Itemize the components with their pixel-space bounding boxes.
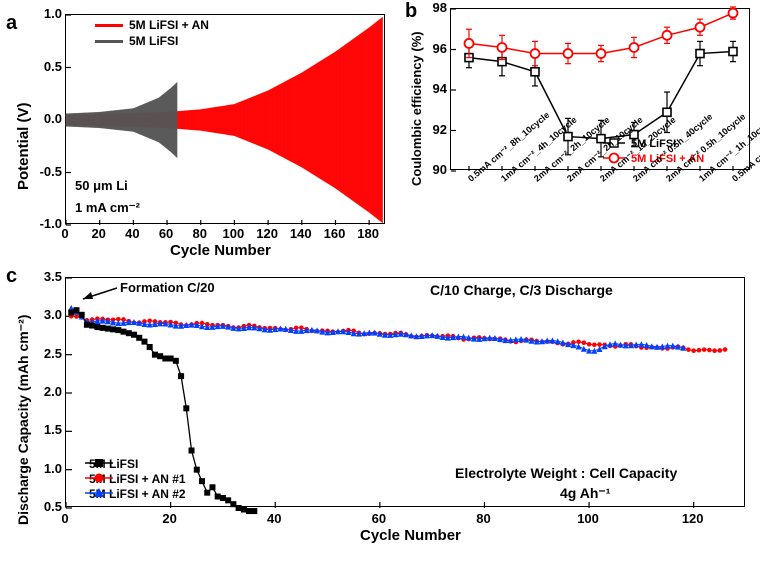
tick-label: 1.5 xyxy=(34,422,62,437)
tick-label: 20 xyxy=(87,226,111,241)
tick-label: 60 xyxy=(365,511,393,526)
legend-swatch xyxy=(95,24,123,27)
tick-label: 120 xyxy=(255,226,279,241)
tick-label: 1.0 xyxy=(32,6,62,21)
tick-label: 100 xyxy=(574,511,602,526)
panel-a-xlabel: Cycle Number xyxy=(170,242,271,259)
panel-a-anno-current: 1 mA cm⁻² xyxy=(75,200,140,216)
panel-a-legend-red: 5M LiFSI + AN xyxy=(95,18,209,32)
panel-c-anno-ewcc2: 4g Ah⁻¹ xyxy=(560,485,610,502)
legend-swatch xyxy=(85,472,113,484)
tick-label: 90 xyxy=(427,162,447,177)
tick-label: 96 xyxy=(427,41,447,56)
tick-label: -0.5 xyxy=(32,164,62,179)
legend-swatch xyxy=(95,40,123,43)
panel-a-legend-gray: 5M LiFSI xyxy=(95,34,178,48)
tick-label: 80 xyxy=(188,226,212,241)
panel-c-legend-blue: 5M LiFSI + AN #2 xyxy=(85,487,186,501)
tick-label: 160 xyxy=(322,226,346,241)
tick-label: 140 xyxy=(289,226,313,241)
tick-label: 0 xyxy=(53,226,77,241)
panel-c-legend-red: 5M LiFSI + AN #1 xyxy=(85,472,186,486)
tick-label: 94 xyxy=(427,81,447,96)
tick-label: 180 xyxy=(356,226,380,241)
legend-swatch xyxy=(85,487,113,499)
panel-c-legend-black: 5M LiFSI xyxy=(85,457,138,471)
legend-label: 5M LiFSI + AN xyxy=(129,18,209,32)
panel-c-label: c xyxy=(6,265,17,288)
tick-label: 2.5 xyxy=(34,346,62,361)
tick-label: 40 xyxy=(120,226,144,241)
tick-label: 60 xyxy=(154,226,178,241)
panel-c-anno-formation: Formation C/20 xyxy=(120,280,215,295)
tick-label: 3.0 xyxy=(34,307,62,322)
panel-c-arrow xyxy=(75,283,120,303)
panel-a-label: a xyxy=(6,12,17,35)
panel-a-ylabel: Potential (V) xyxy=(15,102,32,190)
tick-label: 0.5 xyxy=(32,59,62,74)
panel-b: b Coulombic efficiency (%) 5M LiFSI5M Li… xyxy=(395,0,760,265)
panel-c: c Discharge Capacity (mAh cm⁻²) 0.51.01.… xyxy=(0,265,760,561)
tick-label: 98 xyxy=(427,0,447,15)
tick-label: 2.0 xyxy=(34,384,62,399)
tick-label: 100 xyxy=(221,226,245,241)
legend-swatch xyxy=(85,457,113,469)
panel-c-anno-rate: C/10 Charge, C/3 Discharge xyxy=(430,282,613,298)
tick-label: 20 xyxy=(156,511,184,526)
tick-label: 120 xyxy=(679,511,707,526)
tick-label: 3.5 xyxy=(34,269,62,284)
panel-c-anno-ewcc1: Electrolyte Weight : Cell Capacity xyxy=(455,465,677,481)
panel-a-anno-li: 50 μm Li xyxy=(75,178,128,193)
tick-label: 92 xyxy=(427,122,447,137)
panel-a: a Potential (V) -1.0-0.50.00.51.0 020406… xyxy=(0,0,395,265)
panel-c-xlabel: Cycle Number xyxy=(360,527,461,544)
tick-label: 80 xyxy=(469,511,497,526)
tick-label: 0 xyxy=(51,511,79,526)
figure-root: a Potential (V) -1.0-0.50.00.51.0 020406… xyxy=(0,0,760,561)
panel-b-label: b xyxy=(405,0,417,23)
legend-label: 5M LiFSI xyxy=(129,34,178,48)
panel-b-ylabel: Coulombic efficiency (%) xyxy=(409,31,424,186)
tick-label: 40 xyxy=(260,511,288,526)
tick-label: 1.0 xyxy=(34,461,62,476)
tick-label: 0.0 xyxy=(32,111,62,126)
panel-c-ylabel: Discharge Capacity (mAh cm⁻²) xyxy=(15,315,32,525)
